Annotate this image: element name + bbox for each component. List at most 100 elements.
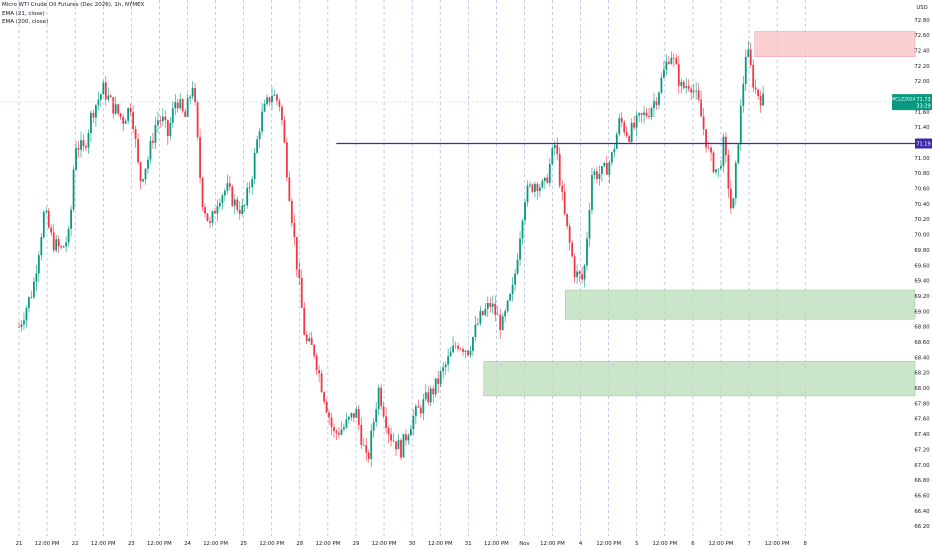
candle-body [638,113,640,116]
candle-body [328,412,330,418]
candle-body [397,440,400,450]
x-tick-label: 12:00 PM [35,541,60,547]
candle-body [469,350,472,356]
symbol-title[interactable]: Micro WTI Crude Oil Futures (Dec 2026), … [2,2,145,8]
candle-body [457,345,459,349]
candle-body [184,111,187,117]
candle-body [514,273,516,285]
candle-body [737,144,740,163]
ema-21-label[interactable]: EMA (21, close) [2,10,45,17]
x-tick-label: 31 [465,541,472,547]
candle-body [60,246,63,248]
candle-body [114,104,117,114]
candle-body [323,392,325,402]
candle-body [97,99,100,106]
candle-body [375,409,378,422]
candle-body [434,378,437,395]
candle-body [747,49,750,57]
candle-body [164,116,167,121]
candle-body [407,435,410,441]
candle-body [576,271,578,278]
candle-body [712,152,715,173]
candle-body [551,148,554,165]
candle-body [233,199,236,206]
candle-body [573,256,576,278]
y-tick-label: 71.00 [914,156,930,162]
candle-body [655,100,658,105]
time-axis[interactable]: 21 12:00 PM 22 12:00 PM 23 12:00 PM 24 12:00 PM… [16,541,808,547]
candle-body [278,100,281,107]
candle-body [449,352,452,357]
candle-body [154,125,157,143]
candle-body [387,428,390,435]
y-tick-label: 71.60 [914,110,930,116]
x-tick-label: 30 [409,541,416,547]
candle-body [499,314,502,331]
candle-body [464,350,467,352]
candle-body [102,82,105,95]
candle-body [216,206,219,214]
candle-body [593,171,596,176]
candle-body [308,338,311,342]
y-tick-label: 70.60 [914,187,930,193]
candle-body [271,95,273,103]
candle-body [67,228,70,243]
x-tick-label: 12:00 PM [540,541,565,547]
y-tick-label: 69.40 [914,279,930,285]
candle-body [357,409,360,425]
symbol-tag-box [892,94,915,111]
candle-body [258,131,261,140]
candle-body [211,211,214,223]
candle-body [263,103,266,112]
candle-body [412,416,415,430]
ema-200-label[interactable]: EMA (200, close) [2,19,49,25]
candle-body [630,122,633,142]
candle-body [521,220,524,239]
candle-body [152,140,154,143]
candle-body [37,255,40,274]
candle-body [335,431,338,433]
y-tick-label: 68.20 [914,371,930,377]
candle-body [219,202,221,207]
candle-body [729,188,732,209]
last-price-tag-box [915,94,932,111]
candle-body [690,88,693,93]
chart-legend[interactable]: Micro WTI Crude Oil Futures (Dec 2026), … [2,1,144,27]
y-tick-label: 67.80 [914,401,930,407]
candle-body [157,120,159,126]
candle-body [605,163,608,175]
y-tick-label: 70.40 [914,202,930,208]
candle-body [603,163,606,167]
candle-body [350,413,353,418]
candle-body [298,269,301,279]
candle-body [645,112,648,116]
candle-body [199,137,201,179]
candle-body [429,388,432,403]
candle-body [754,87,757,90]
candle-body [516,259,519,274]
y-tick-label: 67.60 [914,417,930,423]
candle-body [437,378,440,384]
candle-body [472,337,474,351]
candle-body [338,432,340,435]
candle-body [325,401,328,413]
candle-body [467,350,469,356]
candle-body [241,205,244,214]
x-tick-label: 24 [184,541,191,547]
candle-body [330,417,333,427]
y-tick-label: 67.20 [914,447,930,453]
candle-body [305,334,308,342]
candle-body [206,213,209,222]
price-axis[interactable]: USD72.8072.6072.4072.2072.0071.8071.6071… [914,5,930,530]
y-tick-label: 72.40 [914,48,930,54]
candle-body [132,112,134,129]
candle-body [85,146,87,148]
candle-body [171,108,174,123]
candle-body [174,102,177,109]
candle-body [285,142,288,178]
candle-body [484,308,487,315]
candle-body [392,440,395,442]
candle-body [618,118,621,135]
x-tick-label: 25 [240,541,247,547]
